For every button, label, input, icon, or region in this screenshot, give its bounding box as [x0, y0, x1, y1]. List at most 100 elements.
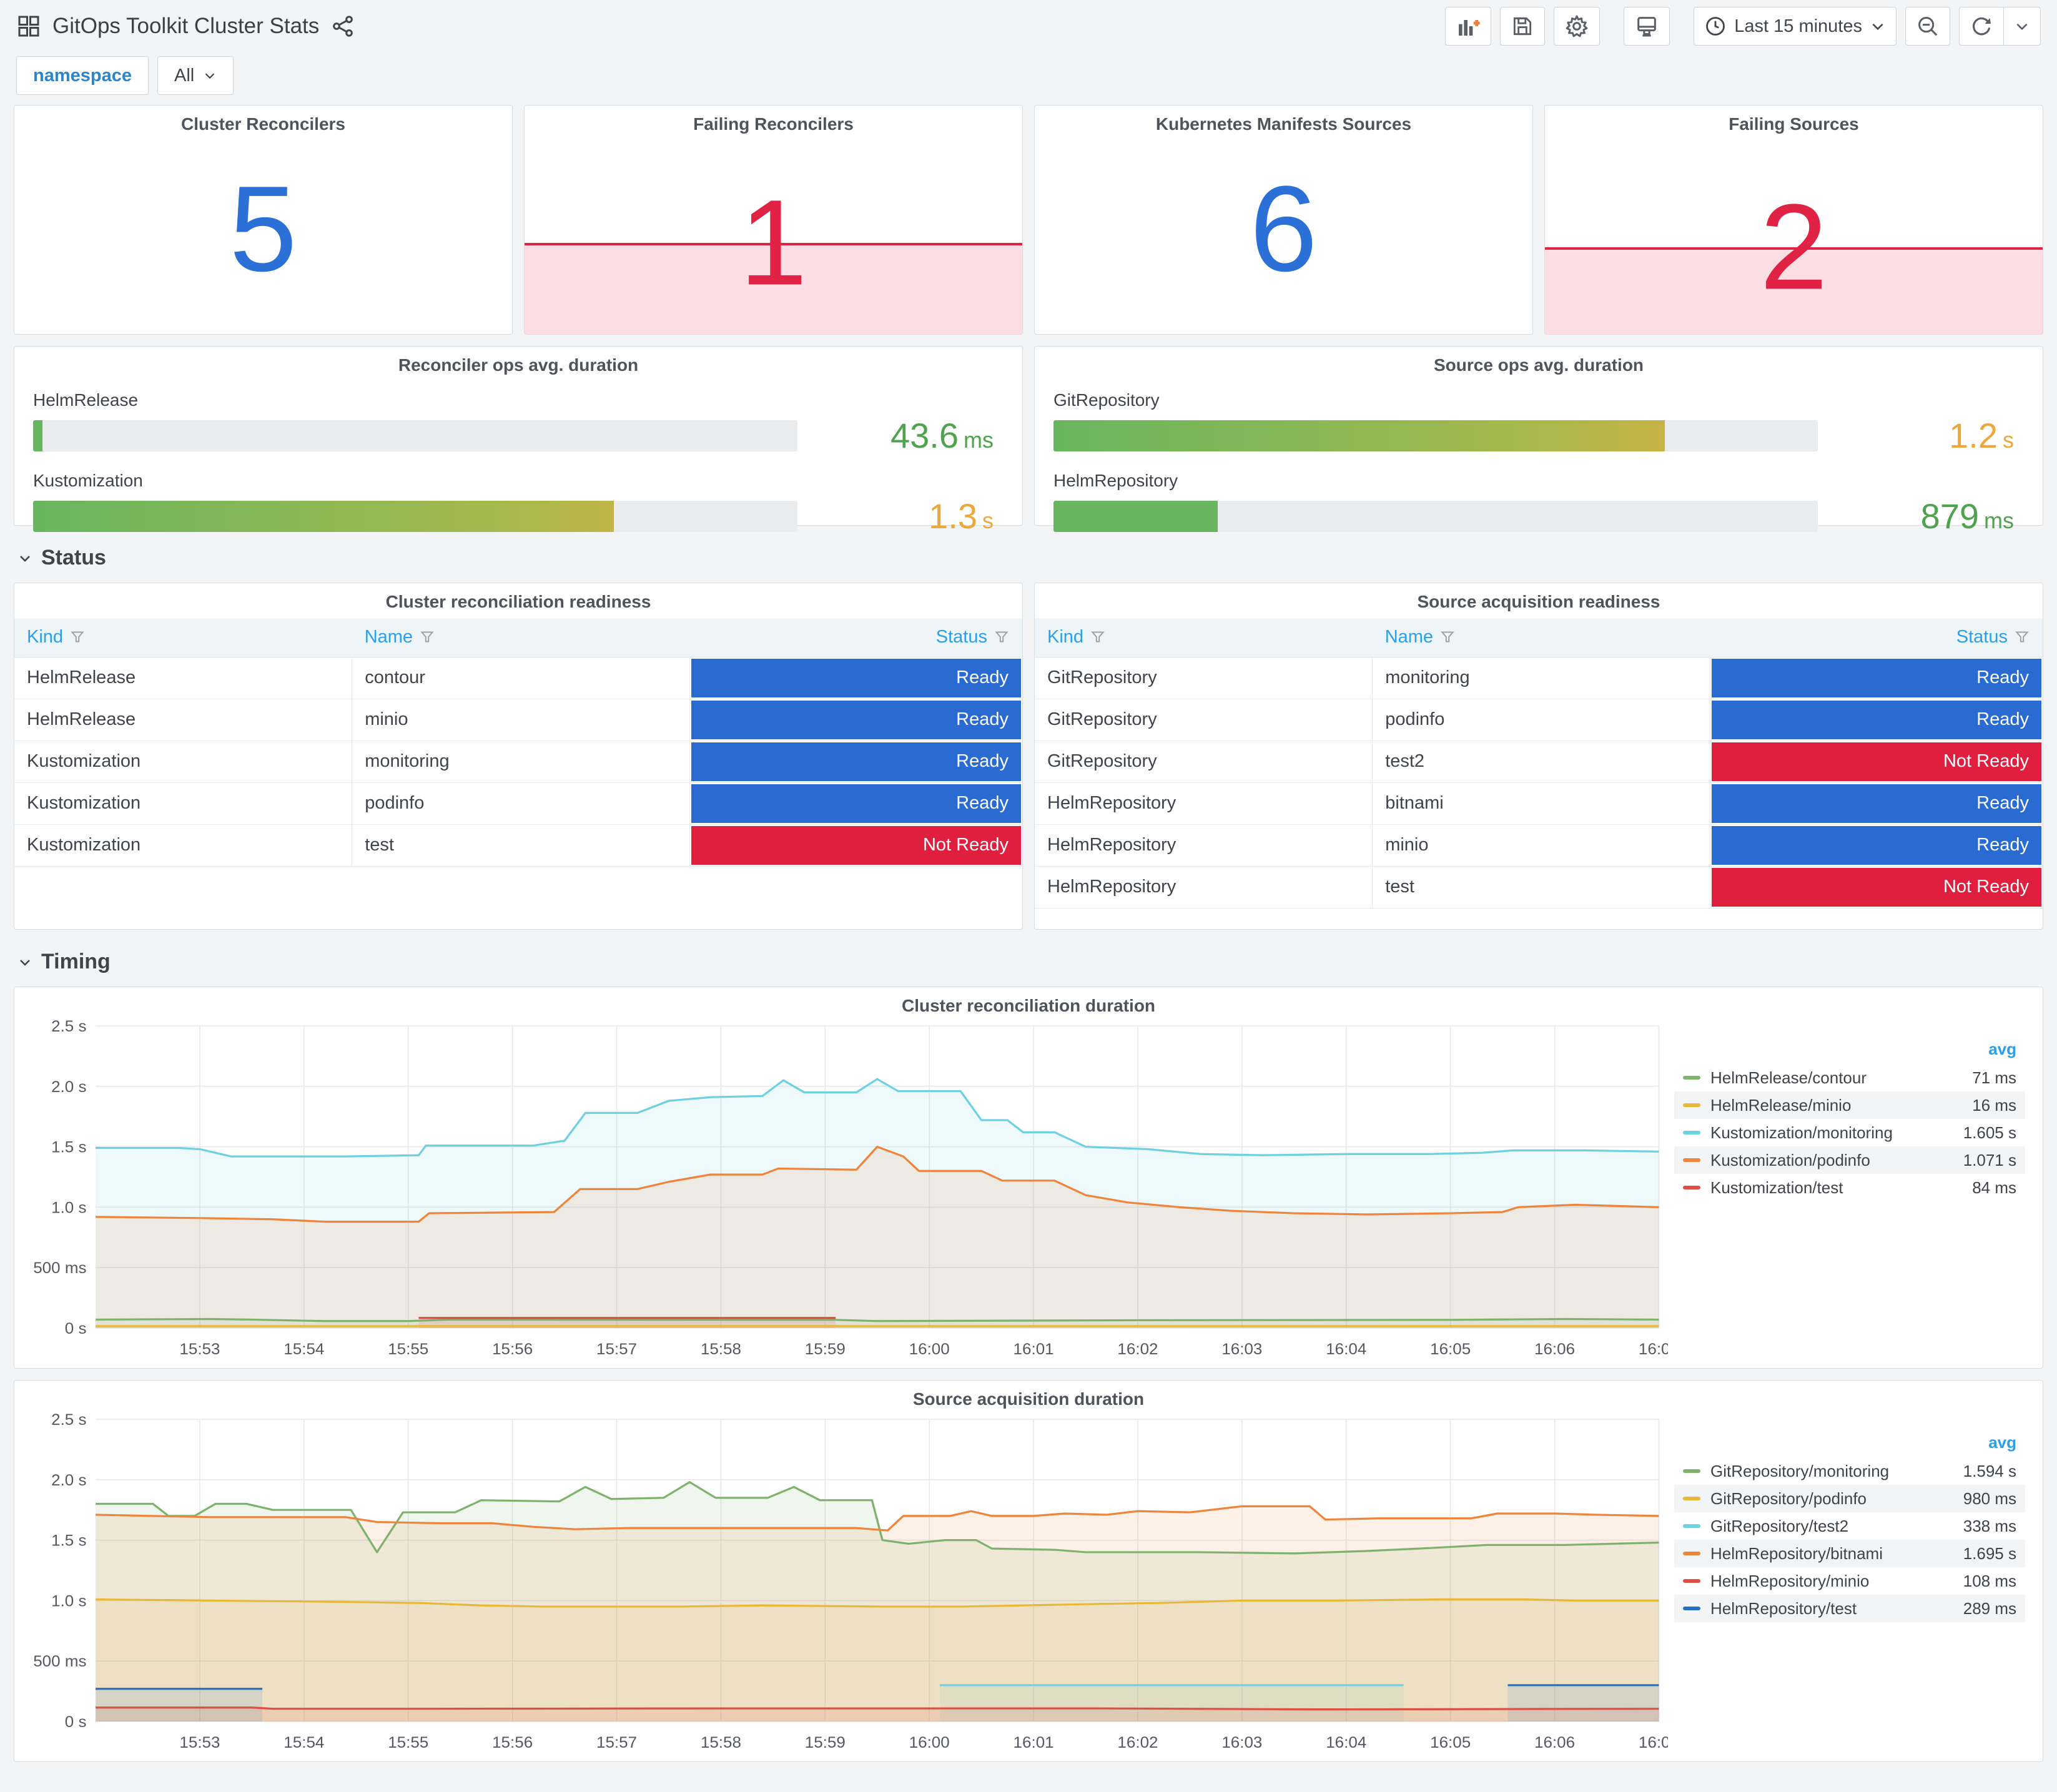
- column-header-status[interactable]: Status: [689, 618, 1022, 657]
- filter-icon[interactable]: [1090, 629, 1106, 645]
- filter-icon[interactable]: [419, 629, 435, 645]
- column-header-name[interactable]: Name: [1372, 618, 1710, 657]
- legend-avg-value: 1.071 s: [1963, 1150, 2016, 1169]
- share-icon[interactable]: [330, 14, 355, 39]
- legend-series-name[interactable]: Kustomization/test: [1710, 1178, 1843, 1197]
- dashboard-grid-icon[interactable]: [16, 14, 41, 39]
- status-badge: Ready: [1711, 700, 2041, 739]
- legend-series-name[interactable]: HelmRepository/minio: [1710, 1571, 1870, 1590]
- status-cell: Ready: [689, 782, 1022, 825]
- status-cell: Ready: [1709, 699, 2043, 741]
- gauge-track: [1053, 420, 1818, 451]
- column-header-kind[interactable]: Kind: [14, 618, 352, 657]
- legend-series-name[interactable]: HelmRepository/test: [1710, 1598, 1857, 1618]
- legend-series-name[interactable]: GitRepository/monitoring: [1710, 1461, 1890, 1480]
- chevron-down-icon: [1872, 23, 1883, 31]
- panel-failing-reconcilers: Failing Reconcilers 1: [524, 105, 1023, 335]
- legend-item: HelmRelease/contour 71 ms: [1674, 1064, 2025, 1091]
- y-axis-tick: 1.5 s: [51, 1532, 86, 1549]
- zoom-out-button[interactable]: [1905, 7, 1950, 46]
- dashboard-settings-button[interactable]: [1554, 7, 1601, 46]
- name-cell: test: [352, 824, 690, 867]
- legend-series-name[interactable]: GitRepository/podinfo: [1710, 1489, 1867, 1508]
- series-line: [96, 1146, 1659, 1223]
- legend-item: HelmRepository/minio 108 ms: [1674, 1567, 2025, 1595]
- panel-failing-sources: Failing Sources 2: [1544, 105, 2043, 335]
- x-axis-tick: 16:04: [1326, 1734, 1366, 1751]
- series-color-dash-icon: [1683, 1076, 1700, 1080]
- panel-title: Cluster reconciliation duration: [901, 996, 1156, 1015]
- gauge-label: HelmRepository: [1053, 471, 1178, 490]
- series-area: [96, 1079, 1659, 1328]
- kind-cell: Kustomization: [14, 782, 352, 825]
- namespace-variable-label[interactable]: namespace: [16, 56, 149, 95]
- column-header-name[interactable]: Name: [352, 618, 690, 657]
- save-dashboard-button[interactable]: [1500, 7, 1546, 46]
- refresh-interval-button[interactable]: [2004, 7, 2041, 46]
- legend-avg-header[interactable]: avg: [1988, 1040, 2016, 1058]
- panel-cluster-reconciliation-duration: Cluster reconciliation duration 0 s 500 m…: [14, 987, 2043, 1369]
- refresh-button[interactable]: [1959, 7, 2004, 46]
- panel-title: Reconciler ops avg. duration: [398, 355, 639, 375]
- name-cell: podinfo: [1372, 699, 1710, 741]
- legend-series-name[interactable]: GitRepository/test2: [1710, 1516, 1849, 1535]
- series-color-dash-icon: [1683, 1579, 1700, 1583]
- series-line: [96, 1481, 1659, 1555]
- add-panel-button[interactable]: [1445, 7, 1492, 46]
- x-axis-tick: 15:54: [284, 1341, 324, 1357]
- panel-source-acquisition-readiness: Source acquisition readiness Kind Name S…: [1034, 583, 2043, 930]
- chart-legend: avg GitRepository/monitoring 1.594 s GitRep…: [1668, 1409, 2043, 1759]
- legend-item: HelmRepository/test 289 ms: [1674, 1595, 2025, 1622]
- name-cell: monitoring: [1372, 657, 1710, 699]
- legend-series-name[interactable]: HelmRelease/minio: [1710, 1095, 1852, 1115]
- gauge-label: GitRepository: [1053, 390, 1160, 410]
- legend-series-name[interactable]: Kustomization/monitoring: [1710, 1123, 1893, 1142]
- x-axis-tick: 16:07: [1639, 1734, 1668, 1751]
- filter-icon[interactable]: [69, 629, 86, 645]
- timeseries-plot[interactable]: 0 s 500 ms 1.0 s 1.5 s 2.0 s 2.5 s 15:53 15:54 1…: [14, 1409, 1668, 1759]
- legend-avg-header[interactable]: avg: [1988, 1433, 2016, 1452]
- name-cell: test: [1372, 866, 1710, 908]
- dashboard-header: GitOps Toolkit Cluster Stats: [0, 0, 2057, 52]
- legend-series-name[interactable]: Kustomization/podinfo: [1710, 1150, 1870, 1169]
- chevron-down-icon: [2016, 23, 2028, 31]
- filter-icon[interactable]: [1439, 629, 1456, 645]
- series-color-dash-icon: [1683, 1524, 1700, 1528]
- kind-cell: HelmRepository: [1035, 824, 1373, 867]
- chevron-down-icon: [205, 73, 215, 79]
- legend-avg-value: 980 ms: [1963, 1489, 2016, 1508]
- table-row: HelmRepository test Not Ready: [1035, 866, 2043, 908]
- series-line: [96, 1078, 1659, 1158]
- stat-sparkline-fill: [525, 242, 1022, 334]
- filter-icon[interactable]: [994, 629, 1010, 645]
- status-badge: Not Ready: [691, 825, 1021, 865]
- section-status[interactable]: Status: [14, 537, 2043, 583]
- cycle-view-mode-button[interactable]: [1624, 7, 1670, 46]
- name-cell: contour: [352, 657, 690, 699]
- series-area: [96, 1599, 1659, 1721]
- collapse-chevron-icon: [20, 555, 30, 562]
- kind-cell: HelmRelease: [14, 699, 352, 741]
- column-header-kind[interactable]: Kind: [1035, 618, 1373, 657]
- timeseries-plot[interactable]: 0 s 500 ms 1.0 s 1.5 s 2.0 s 2.5 s 15:53 15:54 1…: [14, 1016, 1668, 1366]
- panel-cluster-reconciliation-readiness: Cluster reconciliation readiness Kind Na…: [14, 583, 1023, 930]
- legend-item: GitRepository/test2 338 ms: [1674, 1512, 2025, 1540]
- section-timing[interactable]: Timing: [14, 941, 2043, 987]
- legend-series-name[interactable]: HelmRepository/bitnami: [1710, 1543, 1883, 1563]
- panel-title: Source acquisition readiness: [1417, 592, 1660, 611]
- stat-value: 6: [1250, 160, 1318, 297]
- legend-avg-value: 84 ms: [1972, 1178, 2016, 1197]
- status-cell: Not Ready: [689, 824, 1022, 867]
- panel-cluster-reconcilers: Cluster Reconcilers 5: [14, 105, 513, 335]
- gear-icon: [1566, 15, 1588, 37]
- chart2-row: Source acquisition duration 0 s 500 ms 1.0…: [14, 1380, 2043, 1762]
- zoom-out-icon: [1918, 17, 1938, 36]
- namespace-variable-value[interactable]: All: [157, 56, 234, 95]
- filter-icon[interactable]: [2014, 629, 2030, 645]
- x-axis-tick: 15:55: [388, 1341, 428, 1357]
- legend-series-name[interactable]: HelmRelease/contour: [1710, 1068, 1867, 1087]
- time-range-picker[interactable]: Last 15 minutes: [1694, 7, 1897, 46]
- x-axis-tick: 15:56: [492, 1341, 533, 1357]
- y-axis-tick: 1.0 s: [51, 1199, 86, 1216]
- column-header-status[interactable]: Status: [1710, 618, 2043, 657]
